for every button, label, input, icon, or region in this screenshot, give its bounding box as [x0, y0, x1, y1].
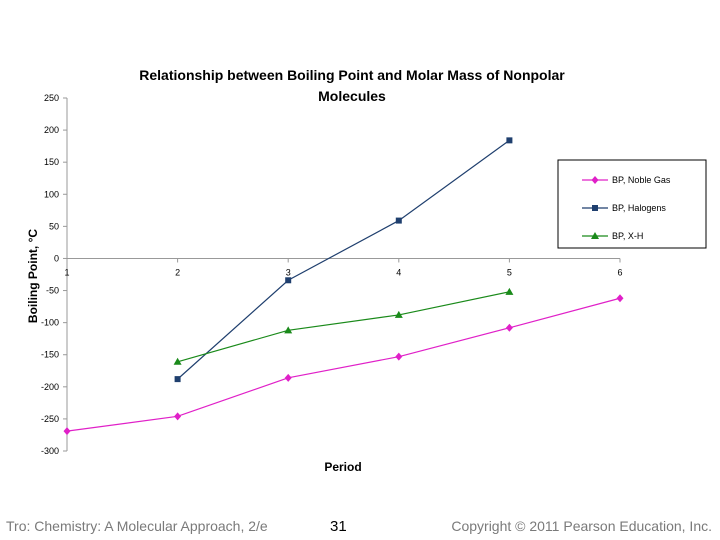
footer-book-title: Tro: Chemistry: A Molecular Approach, 2/… [6, 518, 268, 534]
data-point [395, 217, 402, 224]
data-point [591, 176, 599, 184]
y-tick-label: 50 [49, 221, 59, 231]
legend-entry: BP, X-H [612, 231, 643, 241]
y-tick-label: -300 [41, 446, 59, 456]
data-point [173, 357, 182, 365]
series-line [66, 297, 621, 432]
slide-number: 31 [330, 518, 347, 535]
data-point [395, 352, 403, 361]
legend: BP, Noble Gas BP, Halogens BP, X-H [557, 159, 707, 249]
data-point [506, 137, 513, 144]
data-point [592, 205, 598, 211]
y-tick-label: -250 [41, 414, 59, 424]
y-tick-label: -50 [46, 286, 59, 296]
series-line [177, 291, 510, 363]
legend-box [557, 159, 707, 249]
x-tick-label: 5 [507, 267, 512, 277]
data-point [394, 310, 403, 318]
axes: 250 200 150 100 50 0 -50 -100 -150 -200 -250 -300 1 2… [41, 93, 623, 456]
data-point [174, 412, 182, 421]
y-tick-label: -100 [41, 318, 59, 328]
data-point [284, 373, 292, 382]
data-point [616, 294, 624, 303]
y-tick-label: -200 [41, 382, 59, 392]
y-tick-label: 100 [44, 189, 59, 199]
data-point [284, 326, 293, 334]
legend-entry: BP, Halogens [612, 203, 666, 213]
x-tick-label: 2 [175, 267, 180, 277]
data-point [63, 427, 71, 436]
data-point [591, 232, 599, 239]
x-tick-label: 3 [286, 267, 291, 277]
x-tick-label: 4 [396, 267, 401, 277]
legend-entry: BP, Noble Gas [612, 175, 671, 185]
chart: Relationship between Boiling Point and M… [26, 67, 707, 474]
y-tick-label: 150 [44, 157, 59, 167]
data-point [505, 287, 514, 295]
footer-copyright: Copyright © 2011 Pearson Education, Inc. [451, 518, 712, 534]
data-point [285, 277, 292, 284]
y-tick-label: 0 [54, 253, 59, 263]
y-tick-label: -150 [41, 350, 59, 360]
data-point [505, 323, 513, 332]
x-axis-label: Period [324, 460, 361, 474]
chart-title-line-2: Molecules [318, 88, 386, 104]
y-tick-label: 250 [44, 93, 59, 103]
y-tick-label: 200 [44, 125, 59, 135]
chart-title-line-1: Relationship between Boiling Point and M… [139, 67, 565, 83]
series-line [177, 139, 510, 380]
x-tick-label: 1 [64, 267, 69, 277]
series-group [63, 137, 624, 436]
y-axis-label: Boiling Point, °C [26, 229, 40, 323]
data-point [174, 376, 181, 383]
x-tick-label: 6 [617, 267, 622, 277]
